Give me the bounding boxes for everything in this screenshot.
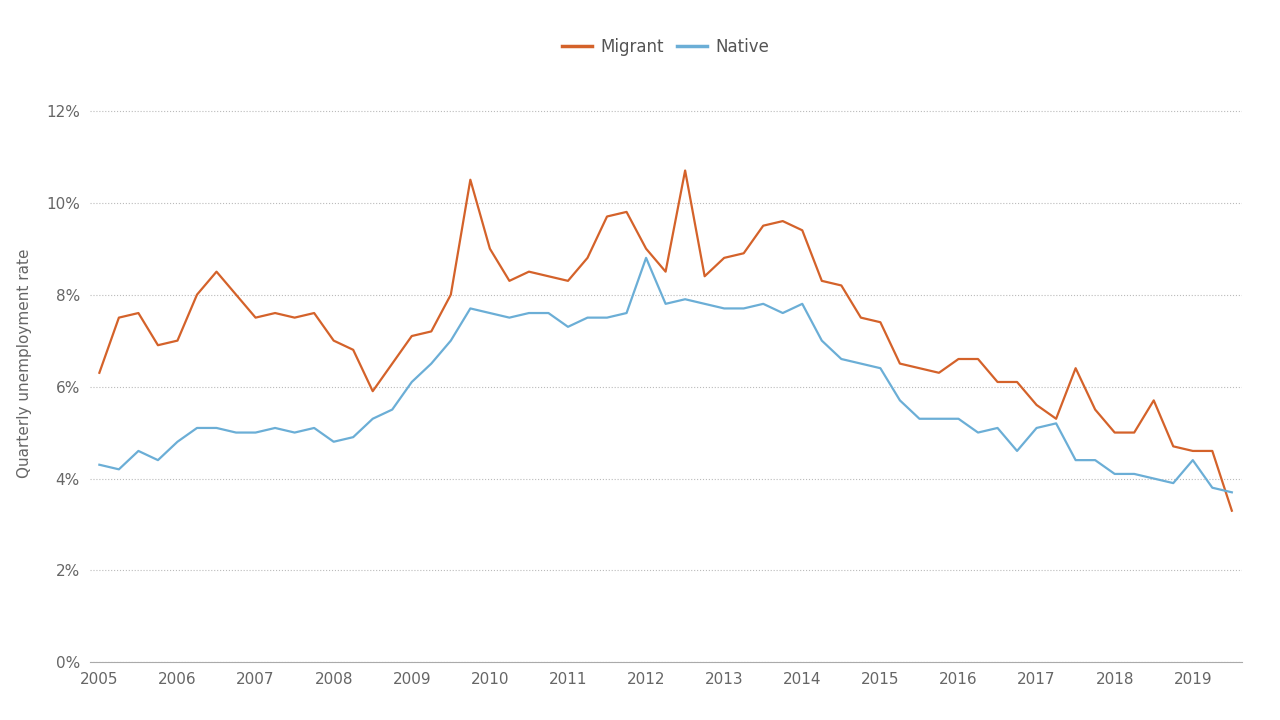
Native xyxy=(639,253,654,262)
Migrant xyxy=(932,369,947,377)
Migrant xyxy=(209,267,224,276)
Native xyxy=(698,300,713,308)
Legend: Migrant, Native: Migrant, Native xyxy=(556,31,776,63)
Native xyxy=(932,415,947,423)
Migrant xyxy=(384,359,399,368)
Migrant xyxy=(1224,506,1239,515)
Native xyxy=(384,405,399,414)
Migrant xyxy=(92,369,108,377)
Native xyxy=(268,423,283,432)
Line: Native: Native xyxy=(100,258,1231,492)
Native xyxy=(92,460,108,469)
Migrant xyxy=(677,166,692,175)
Native xyxy=(131,446,146,455)
Migrant xyxy=(268,309,283,318)
Y-axis label: Quarterly unemployment rate: Quarterly unemployment rate xyxy=(17,249,32,478)
Line: Migrant: Migrant xyxy=(100,171,1231,510)
Migrant xyxy=(131,309,146,318)
Native xyxy=(209,423,224,432)
Native xyxy=(1224,488,1239,497)
Migrant xyxy=(698,272,713,281)
